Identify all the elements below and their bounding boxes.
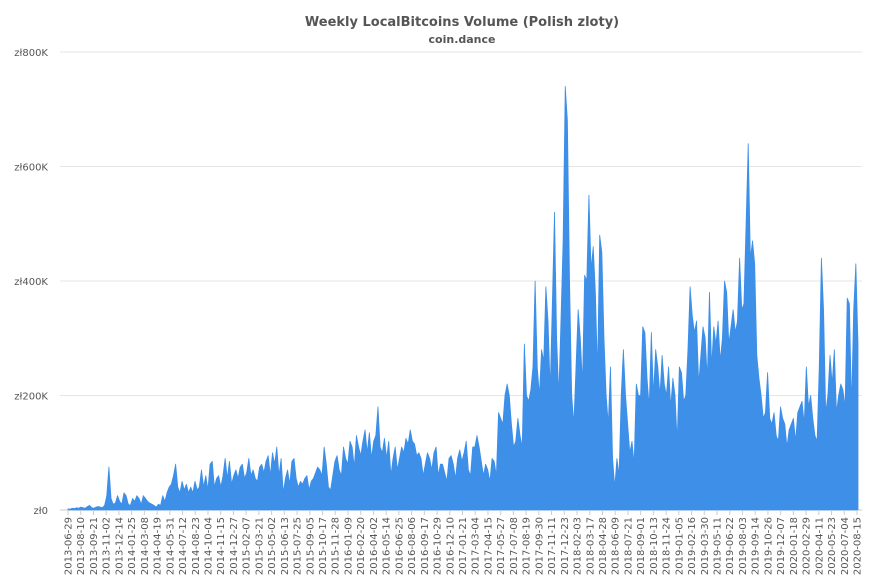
x-tick-label: 2014-12-27 — [229, 517, 240, 575]
y-tick-label: zł800K — [14, 48, 48, 59]
x-tick-label: 2013-11-02 — [102, 517, 113, 575]
x-tick-label: 2016-01-09 — [343, 517, 354, 575]
x-tick-label: 2014-03-08 — [140, 517, 151, 575]
y-tick-label: zł400K — [14, 277, 48, 288]
x-tick-label: 2017-11-11 — [547, 517, 558, 575]
x-tick-label: 2019-12-07 — [776, 517, 787, 575]
x-tick-label: 2019-09-14 — [751, 517, 762, 575]
x-tick-label: 2020-01-18 — [789, 517, 800, 575]
x-tick-label: 2019-01-05 — [674, 517, 685, 575]
x-tick-label: 2017-09-30 — [534, 517, 545, 575]
chart-title: Weekly LocalBitcoins Volume (Polish zlot… — [305, 15, 619, 30]
x-tick-label: 2015-07-25 — [293, 517, 304, 575]
x-tick-label: 2019-02-16 — [687, 517, 698, 575]
x-tick-label: 2014-04-19 — [153, 517, 164, 575]
x-tick-label: 2020-07-04 — [840, 517, 851, 575]
volume-area-series — [67, 85, 859, 511]
x-tick-label: 2015-03-21 — [254, 517, 265, 575]
x-tick-label: 2020-04-11 — [814, 517, 825, 575]
x-tick-label: 2019-10-26 — [763, 517, 774, 575]
x-tick-label: 2017-07-08 — [509, 517, 520, 575]
y-tick-label: zł0 — [34, 506, 48, 517]
chart-subtitle: coin.dance — [429, 33, 496, 46]
x-tick-label: 2015-06-13 — [280, 517, 291, 575]
x-tick-label: 2018-04-28 — [598, 517, 609, 575]
x-tick-label: 2015-02-07 — [242, 517, 253, 575]
y-tick-label: zł600K — [14, 163, 48, 174]
x-tick-label: 2017-12-23 — [560, 517, 571, 575]
x-tick-label: 2018-02-03 — [573, 517, 584, 575]
x-tick-label: 2018-11-24 — [662, 517, 673, 575]
x-tick-label: 2014-10-04 — [203, 517, 214, 575]
x-tick-label: 2018-03-17 — [585, 517, 596, 575]
x-tick-label: 2017-08-19 — [522, 517, 533, 575]
x-tick-label: 2018-07-21 — [623, 517, 634, 575]
x-tick-label: 2016-06-25 — [394, 517, 405, 575]
x-tick-label: 2020-05-23 — [827, 517, 838, 575]
x-tick-label: 2014-05-31 — [165, 517, 176, 575]
x-tick-label: 2016-12-10 — [445, 517, 456, 575]
x-tick-label: 2013-06-29 — [64, 517, 75, 575]
x-tick-label: 2019-06-22 — [725, 517, 736, 575]
x-tick-label: 2018-09-01 — [636, 517, 647, 575]
y-tick-label: zł200K — [14, 392, 48, 403]
x-tick-label: 2019-03-30 — [700, 517, 711, 575]
x-tick-label: 2013-08-10 — [76, 517, 87, 575]
x-tick-label: 2018-10-13 — [649, 517, 660, 575]
x-tick-label: 2013-09-21 — [89, 517, 100, 575]
x-tick-label: 2017-03-04 — [471, 517, 482, 575]
x-tick-label: 2016-08-06 — [407, 517, 418, 575]
x-tick-label: 2015-05-02 — [267, 517, 278, 575]
x-tick-label: 2019-05-11 — [713, 517, 724, 575]
x-tick-label: 2015-11-28 — [331, 517, 342, 575]
x-tick-label: 2014-11-15 — [216, 517, 227, 575]
x-tick-label: 2020-02-29 — [802, 517, 813, 575]
x-tick-label: 2017-05-27 — [496, 517, 507, 575]
x-tick-label: 2016-04-02 — [369, 517, 380, 575]
x-tick-label: 2016-05-14 — [382, 517, 393, 575]
x-axis: 2013-06-29 2013-08-10 2013-09-21 2013-11-02… — [64, 510, 864, 575]
x-tick-label: 2020-08-15 — [853, 517, 864, 575]
x-tick-label: 2013-12-14 — [114, 517, 125, 575]
x-tick-label: 2015-09-05 — [305, 517, 316, 575]
x-tick-label: 2014-08-23 — [191, 517, 202, 575]
x-tick-label: 2019-08-03 — [738, 517, 749, 575]
x-tick-label: 2014-01-25 — [127, 517, 138, 575]
x-tick-label: 2016-10-29 — [433, 517, 444, 575]
x-tick-label: 2014-07-12 — [178, 517, 189, 575]
y-axis-ticks: zł0 zł200K zł400K zł600K zł800K — [14, 48, 48, 517]
x-tick-label: 2016-02-20 — [356, 517, 367, 575]
x-tick-label: 2018-06-09 — [611, 517, 622, 575]
x-tick-label: 2015-10-17 — [318, 517, 329, 575]
x-tick-label: 2017-01-21 — [458, 517, 469, 575]
x-tick-label: 2016-09-17 — [420, 517, 431, 575]
x-tick-label: 2017-04-15 — [483, 517, 494, 575]
plot-area — [67, 85, 859, 511]
